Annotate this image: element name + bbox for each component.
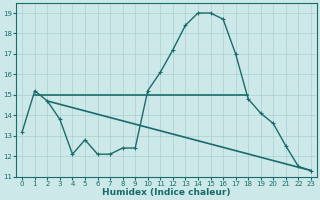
X-axis label: Humidex (Indice chaleur): Humidex (Indice chaleur) [102, 188, 231, 197]
